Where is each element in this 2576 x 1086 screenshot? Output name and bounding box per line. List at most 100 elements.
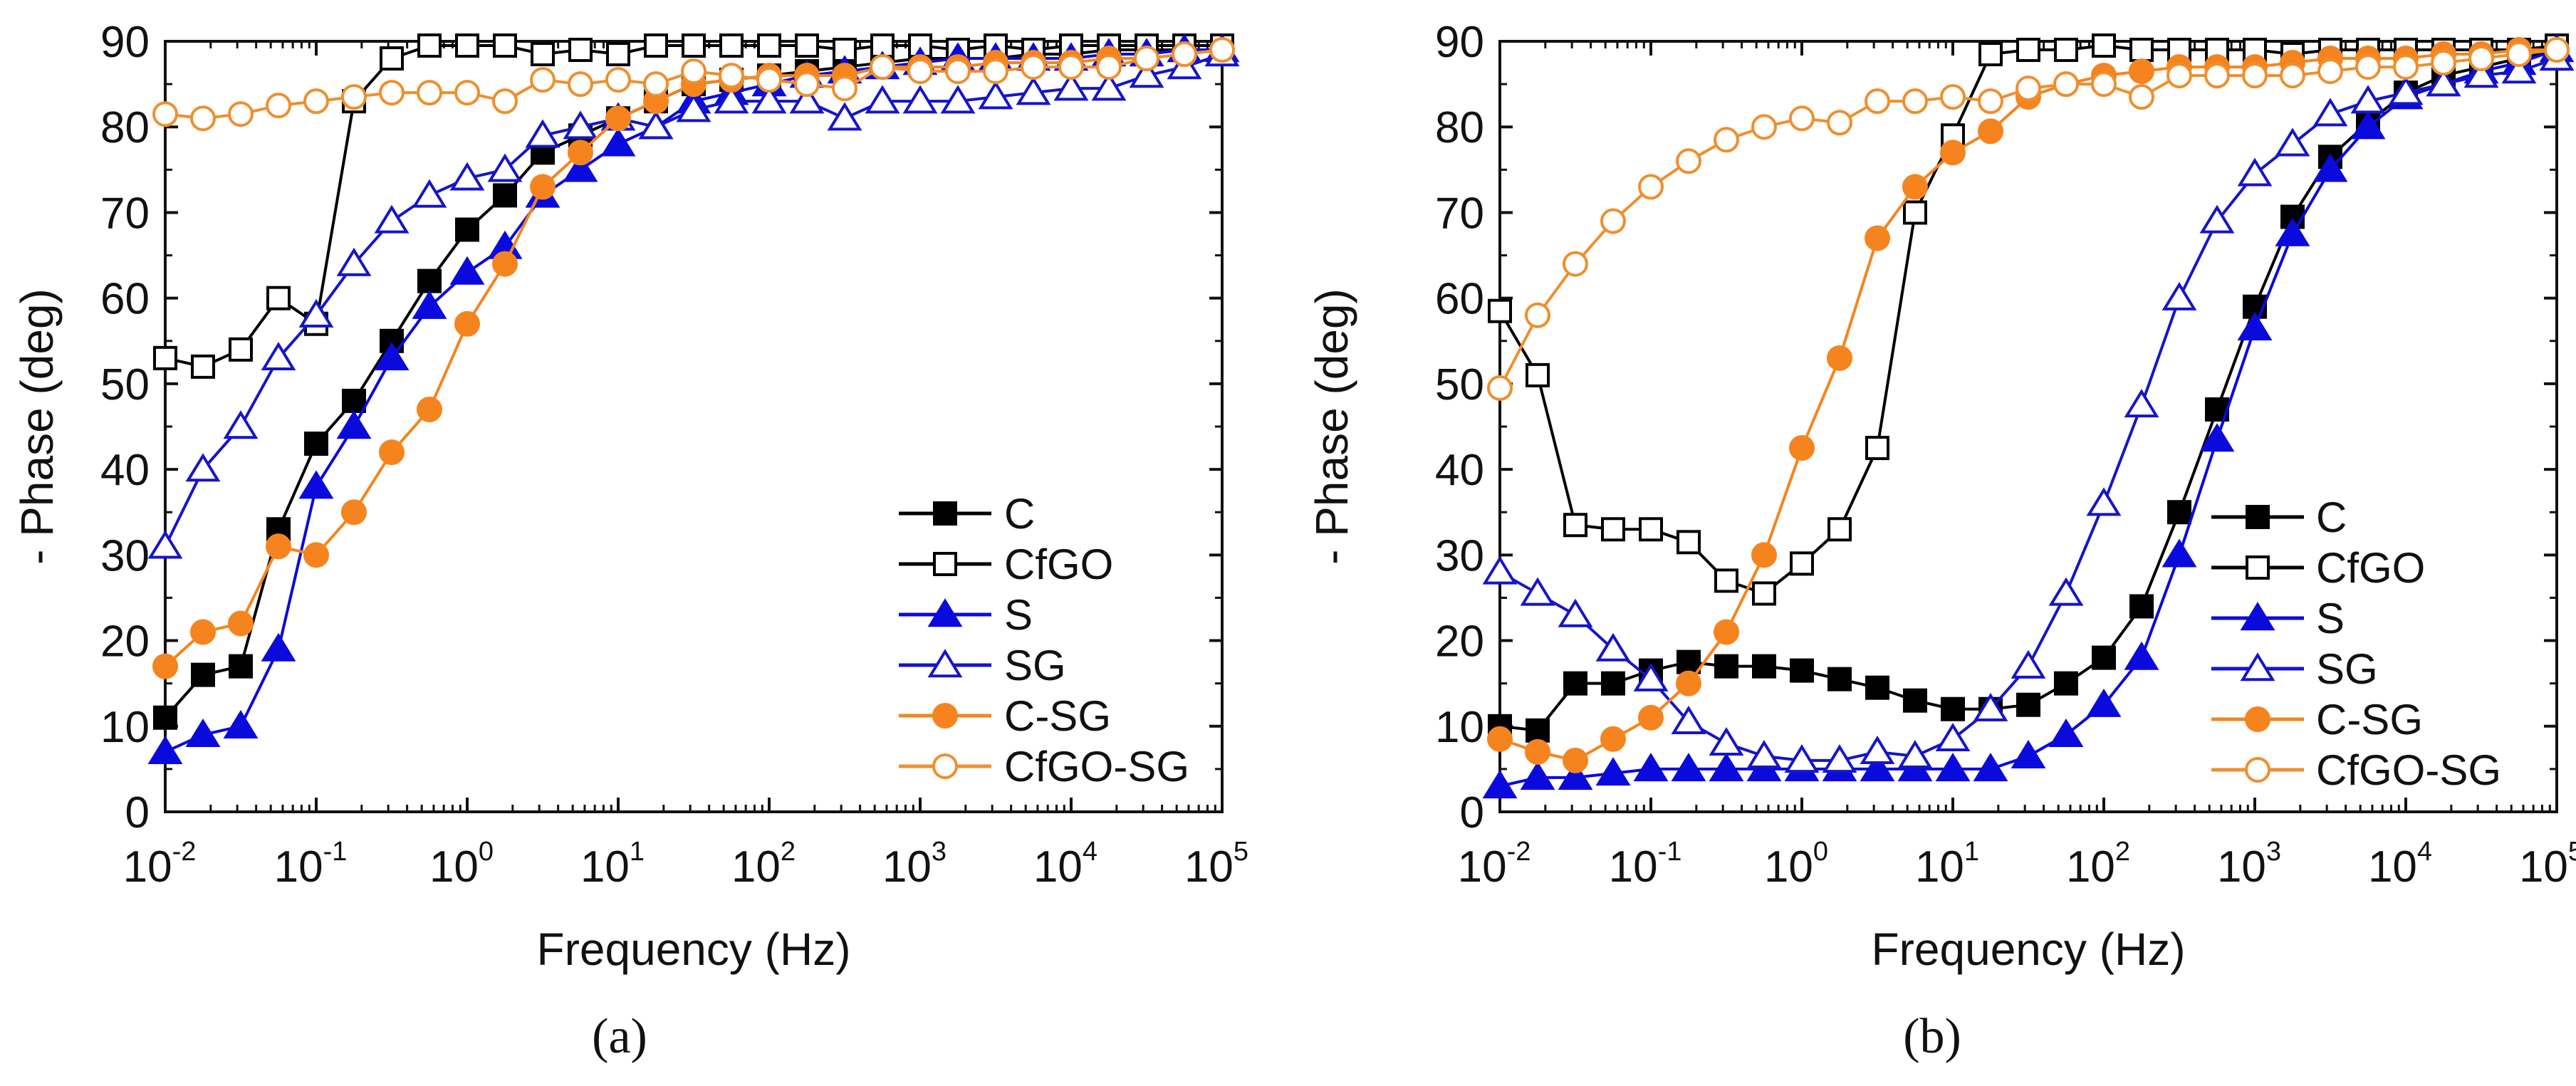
legend-marker (2246, 505, 2270, 529)
data-point (266, 533, 291, 560)
data-point (1978, 42, 2003, 67)
legend-marker (932, 753, 958, 779)
x-tick-base: 10 (882, 842, 932, 892)
x-tick-exponent: -2 (172, 837, 197, 867)
data-point (341, 499, 367, 526)
data-point (2124, 641, 2159, 670)
series-line (1498, 43, 2557, 595)
data-point (1709, 726, 1744, 756)
data-point (412, 179, 447, 208)
legend-item-sg: SG (899, 642, 1066, 689)
data-point (2016, 38, 2040, 63)
data-point (1973, 692, 2008, 721)
data-point (303, 542, 329, 568)
x-tick-exponent: -2 (1507, 837, 1531, 867)
data-point (907, 58, 933, 85)
data-point (2350, 85, 2386, 114)
data-point (795, 33, 819, 58)
data-point (1638, 704, 1664, 731)
data-point (1129, 59, 1164, 88)
data-point (2054, 38, 2078, 63)
y-axis-title: - Phase (deg) (11, 288, 63, 565)
data-point (185, 718, 221, 747)
data-point (298, 298, 334, 328)
series-c (1488, 38, 2569, 743)
x-tick-exponent: 2 (2115, 837, 2130, 867)
legend-marker (933, 552, 957, 576)
legend-marker (2245, 757, 2270, 783)
x-tick-exponent: 4 (2417, 837, 2432, 867)
x-tick-base: 10 (429, 842, 479, 892)
data-point (229, 654, 253, 679)
data-point (1563, 251, 1588, 277)
data-point (336, 410, 372, 439)
series-s (147, 33, 1240, 765)
data-point (449, 256, 485, 285)
data-point (2048, 577, 2084, 606)
data-point (1595, 632, 1631, 662)
series-cfgo-sg (152, 37, 1235, 132)
x-tick-exponent: 1 (630, 837, 645, 867)
data-point (2167, 500, 2191, 525)
data-point (1638, 174, 1664, 200)
data-point (2162, 538, 2197, 568)
y-tick-label: 40 (100, 446, 150, 495)
y-tick-label: 50 (1435, 360, 1484, 409)
data-point (493, 33, 517, 58)
data-point (261, 632, 296, 662)
data-point (870, 54, 895, 80)
data-point (454, 310, 480, 337)
data-point (1600, 208, 1626, 234)
legend-item-c-sg: C-SG (899, 692, 1111, 740)
data-point (2129, 84, 2154, 110)
legend-label: C (1004, 490, 1035, 538)
x-tick-exponent: 0 (1813, 837, 1828, 867)
data-point (2431, 50, 2456, 76)
legend-item-c-sg: C-SG (2211, 696, 2423, 743)
data-point (719, 63, 744, 89)
legend-marker (927, 649, 963, 678)
data-point (266, 93, 291, 119)
y-tick-label: 30 (100, 531, 150, 580)
data-point (1860, 753, 1895, 782)
data-point (605, 67, 631, 93)
data-point (1827, 517, 1852, 542)
series-cfgo-sg (1487, 37, 2570, 401)
data-point (1940, 84, 1966, 110)
data-point (2199, 204, 2235, 234)
data-point (1865, 225, 1890, 251)
legend-label: CfGO-SG (1004, 743, 1189, 790)
x-tick-exponent: 3 (2266, 837, 2281, 867)
legend-marker (927, 598, 963, 627)
data-point (1172, 41, 1197, 68)
legend-item-c: C (899, 490, 1035, 538)
x-tick-label: 101 (1915, 837, 1979, 892)
data-point (1752, 654, 1776, 679)
data-point (1860, 736, 1895, 765)
data-point (2016, 692, 2040, 717)
data-point (417, 80, 442, 106)
data-point (530, 67, 556, 93)
data-point (2393, 54, 2419, 80)
data-point (1935, 753, 1971, 782)
x-tick-exponent: 3 (932, 837, 947, 867)
data-point (492, 251, 518, 277)
data-point (525, 119, 560, 148)
data-point (1784, 744, 1820, 773)
data-point (417, 396, 442, 422)
y-tick-label: 60 (100, 275, 150, 324)
data-point (2129, 594, 2154, 619)
data-point (2011, 649, 2046, 679)
series-line (1499, 48, 2557, 732)
data-point (191, 354, 215, 379)
data-point (1940, 140, 1966, 166)
data-point (2086, 487, 2122, 516)
data-point (1865, 436, 1889, 461)
data-point (2091, 71, 2117, 98)
data-point (1633, 662, 1669, 691)
data-point (1134, 46, 1159, 72)
data-point (1935, 722, 1971, 752)
data-point (228, 101, 254, 127)
